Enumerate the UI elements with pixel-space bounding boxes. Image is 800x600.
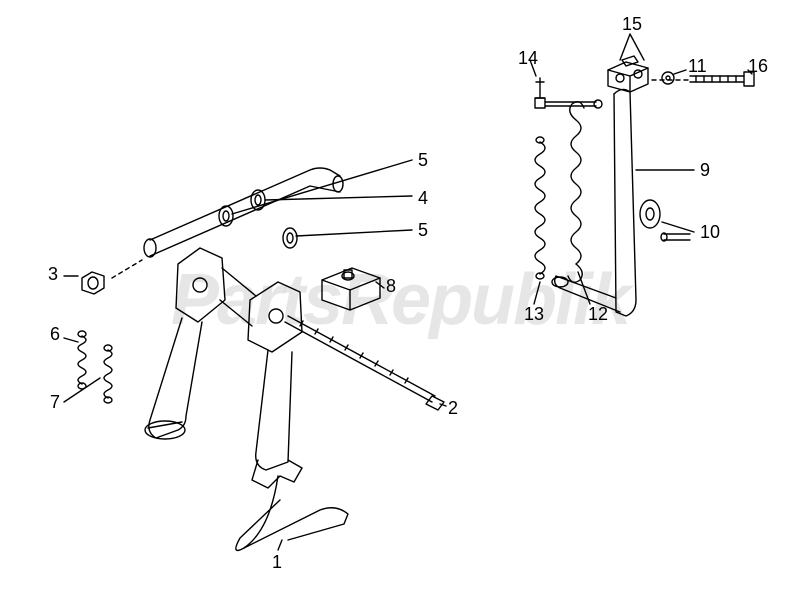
callout-7: 7: [50, 392, 60, 413]
callout-5b: 5: [418, 220, 428, 241]
callout-6: 6: [50, 324, 60, 345]
callout-15: 15: [622, 14, 642, 35]
callout-12: 12: [588, 304, 608, 325]
callout-2: 2: [448, 398, 458, 419]
callout-8: 8: [386, 276, 396, 297]
callout-10: 10: [700, 222, 720, 243]
callout-5a: 5: [418, 150, 428, 171]
callout-4: 4: [418, 188, 428, 209]
callout-9: 9: [700, 160, 710, 181]
callout-14: 14: [518, 48, 538, 69]
callout-16: 16: [748, 56, 768, 77]
callout-13: 13: [524, 304, 544, 325]
callout-3: 3: [48, 264, 58, 285]
callout-1: 1: [272, 552, 282, 573]
callout-11: 11: [688, 56, 707, 77]
diagram-svg: [0, 0, 800, 600]
parts-diagram: PartsRepublik: [0, 0, 800, 600]
